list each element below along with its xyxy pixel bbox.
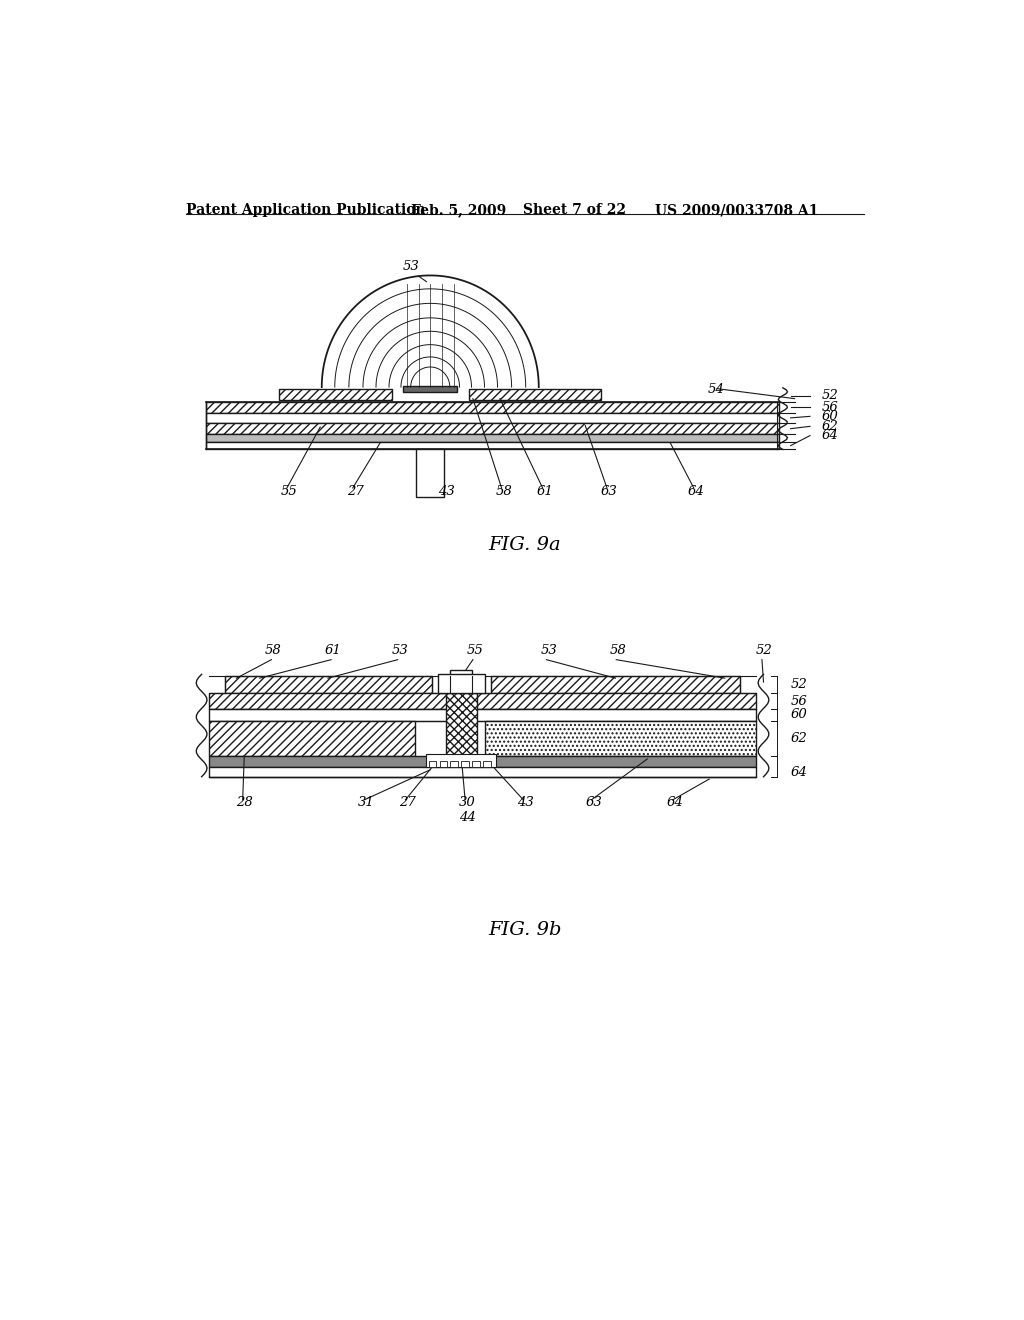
Bar xyxy=(472,760,480,767)
Bar xyxy=(206,401,779,412)
Text: 27: 27 xyxy=(346,484,364,498)
Bar xyxy=(417,449,444,498)
Bar xyxy=(209,693,756,709)
Bar xyxy=(438,675,484,693)
Text: 53: 53 xyxy=(403,260,420,273)
Text: 56: 56 xyxy=(821,400,839,413)
Text: 58: 58 xyxy=(265,644,282,656)
Text: Sheet 7 of 22: Sheet 7 of 22 xyxy=(523,203,627,216)
Bar xyxy=(429,760,436,767)
Text: 43: 43 xyxy=(517,796,534,809)
Text: 56: 56 xyxy=(791,694,807,708)
Bar xyxy=(206,434,779,442)
Bar xyxy=(469,389,601,400)
Bar xyxy=(490,676,740,693)
Text: 52: 52 xyxy=(791,677,807,690)
Text: 27: 27 xyxy=(399,796,416,809)
Text: 31: 31 xyxy=(358,796,375,809)
Bar xyxy=(280,389,391,400)
Text: Patent Application Publication: Patent Application Publication xyxy=(186,203,426,216)
Text: 43: 43 xyxy=(438,484,455,498)
Text: 58: 58 xyxy=(610,644,627,656)
Text: US 2009/0033708 A1: US 2009/0033708 A1 xyxy=(655,203,818,216)
Bar xyxy=(439,760,447,767)
Bar xyxy=(483,760,490,767)
Text: 55: 55 xyxy=(467,644,483,656)
Text: 60: 60 xyxy=(821,409,839,422)
Text: 53: 53 xyxy=(541,644,557,656)
Text: 62: 62 xyxy=(821,420,839,433)
Text: 55: 55 xyxy=(281,484,297,498)
Bar xyxy=(209,767,756,776)
Bar xyxy=(451,669,472,676)
Text: 54: 54 xyxy=(708,383,724,396)
Text: 44: 44 xyxy=(459,810,476,824)
Text: FIG. 9b: FIG. 9b xyxy=(488,921,561,939)
Text: 28: 28 xyxy=(237,796,253,809)
Text: 53: 53 xyxy=(391,644,409,656)
Bar xyxy=(451,760,458,767)
Bar xyxy=(225,676,432,693)
Text: 58: 58 xyxy=(496,484,512,498)
Text: 30: 30 xyxy=(459,796,476,809)
Bar xyxy=(403,387,458,392)
Bar xyxy=(206,442,779,449)
Bar xyxy=(484,721,756,756)
Text: FIG. 9a: FIG. 9a xyxy=(488,536,561,553)
Bar xyxy=(209,721,415,756)
Text: Feb. 5, 2009: Feb. 5, 2009 xyxy=(411,203,506,216)
Bar xyxy=(206,424,779,434)
Text: 63: 63 xyxy=(586,796,602,809)
Bar xyxy=(209,756,756,767)
Text: 52: 52 xyxy=(756,644,772,656)
Bar xyxy=(445,693,477,756)
Bar xyxy=(209,709,756,721)
Text: 64: 64 xyxy=(821,429,839,442)
Bar xyxy=(426,755,496,767)
Text: 60: 60 xyxy=(791,708,807,721)
Text: 52: 52 xyxy=(821,389,839,403)
Text: 63: 63 xyxy=(601,484,617,498)
Text: 61: 61 xyxy=(325,644,342,656)
Bar xyxy=(206,413,779,424)
Text: 64: 64 xyxy=(667,796,683,809)
Text: 64: 64 xyxy=(687,484,705,498)
Text: 64: 64 xyxy=(791,766,807,779)
Text: 61: 61 xyxy=(537,484,553,498)
Text: 62: 62 xyxy=(791,731,807,744)
Bar xyxy=(461,760,469,767)
